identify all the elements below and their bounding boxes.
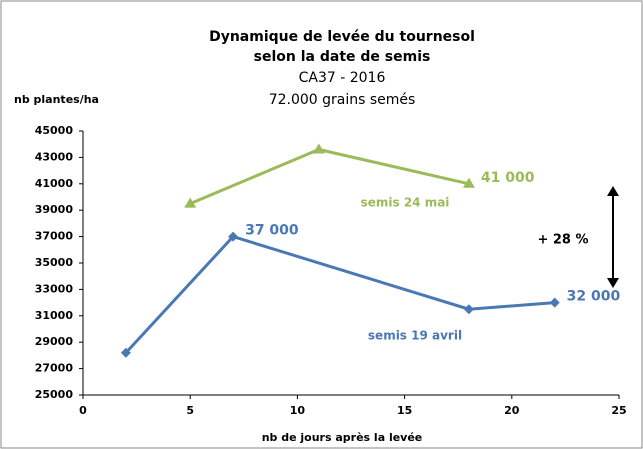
- x-axis-label: nb de jours après la levée: [262, 431, 423, 444]
- y-tick-label: 29000: [35, 335, 74, 348]
- chart-subtitle: 72.000 grains semés: [269, 92, 416, 108]
- y-tick-label: 31000: [35, 309, 74, 322]
- x-tick-label: 0: [79, 404, 87, 417]
- y-tick-label: 25000: [35, 388, 74, 401]
- chart-subtitle: CA37 - 2016: [299, 70, 386, 86]
- data-point: [312, 143, 325, 154]
- y-axis-label: nb plantes/ha: [14, 93, 99, 106]
- annotation: + 28 %: [537, 233, 588, 248]
- y-tick-label: 45000: [35, 124, 74, 137]
- data-point: [549, 297, 560, 308]
- data-label: 37 000: [245, 223, 299, 239]
- data-label: 41 000: [481, 170, 535, 186]
- y-tick-label: 27000: [35, 362, 74, 375]
- x-tick-label: 25: [611, 404, 626, 417]
- data-label: 32 000: [567, 289, 621, 305]
- y-tick-label: 37000: [35, 230, 74, 243]
- x-tick-label: 10: [290, 404, 306, 417]
- y-tick-label: 41000: [35, 177, 74, 190]
- chart-title: Dynamique de levée du tournesol: [209, 29, 475, 45]
- y-tick-label: 33000: [35, 282, 74, 295]
- series-label: semis 24 mai: [361, 196, 450, 210]
- y-tick-label: 39000: [35, 203, 74, 216]
- x-tick-label: 5: [186, 404, 194, 417]
- data-point: [228, 231, 239, 242]
- data-point: [462, 177, 475, 188]
- x-tick-label: 20: [504, 404, 520, 417]
- series-line: [124, 234, 555, 354]
- annotation-arrow: [607, 186, 619, 288]
- series-label: semis 19 avril: [368, 329, 462, 343]
- y-tick-label: 35000: [35, 256, 74, 269]
- data-point: [184, 197, 197, 208]
- x-tick-label: 15: [397, 404, 412, 417]
- chart-title: selon la date de semis: [254, 49, 431, 65]
- y-tick-label: 43000: [35, 150, 74, 163]
- data-point: [120, 347, 131, 358]
- data-point: [463, 304, 474, 315]
